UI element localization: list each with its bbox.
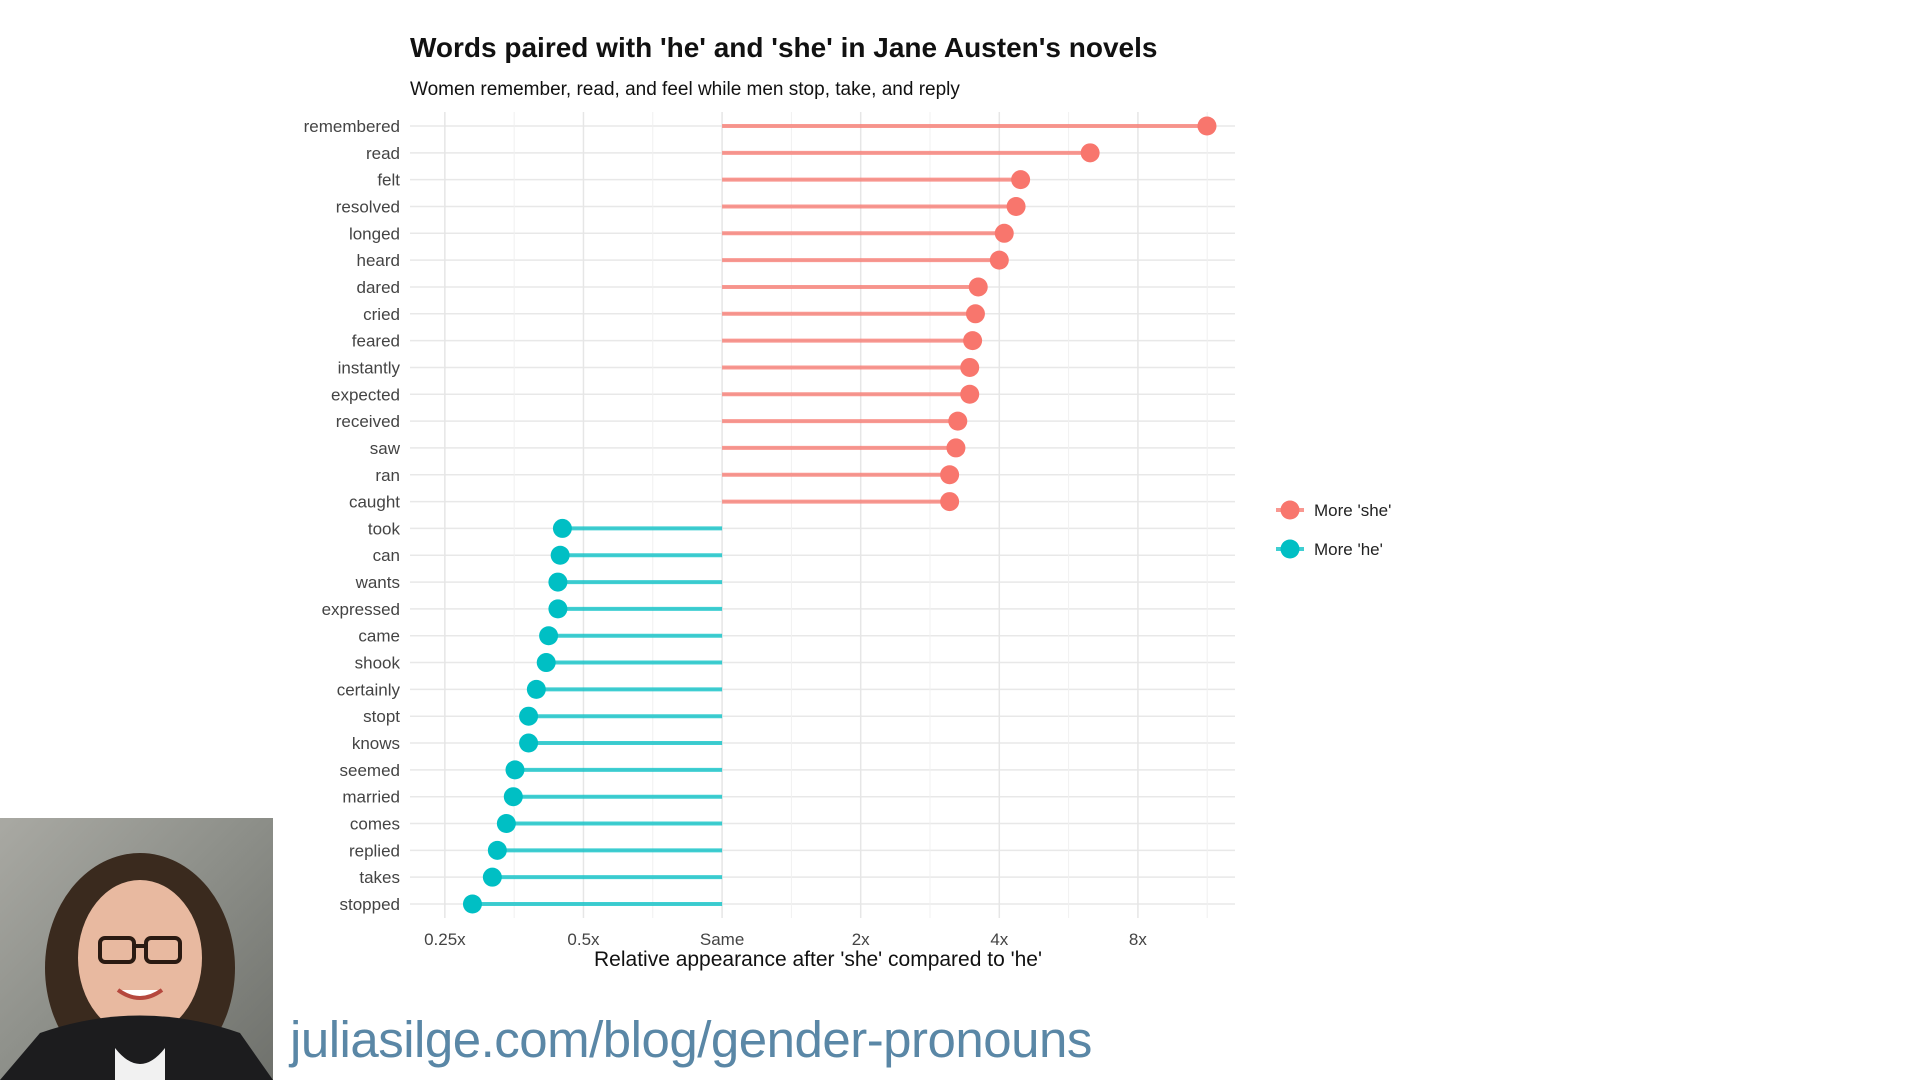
y-tick-label: instantly (338, 358, 401, 377)
y-tick-label: received (336, 412, 400, 431)
lollipop-point (968, 277, 988, 297)
lollipop-point (550, 545, 570, 565)
x-tick-label: 2x (852, 930, 870, 949)
lollipop-point (965, 304, 985, 324)
x-tick-label: 4x (990, 930, 1008, 949)
y-tick-label: dared (357, 278, 400, 297)
legend-key-point (1280, 500, 1300, 520)
lollipop-point (1080, 143, 1100, 163)
plot-area: 0.25x 0.5x Same 2x 4x 8x remembered read felt res… (304, 112, 1235, 949)
x-tick-label: 0.25x (424, 930, 466, 949)
y-tick-label: caught (349, 493, 400, 512)
lollipop-point (989, 250, 1009, 270)
y-tick-label: took (368, 519, 401, 538)
lollipop-point (526, 679, 546, 699)
blog-url[interactable]: juliasilge.com/blog/gender-pronouns (290, 1011, 1092, 1068)
y-tick-label: can (373, 546, 400, 565)
y-tick-label: stopt (363, 707, 400, 726)
y-tick-label: feared (352, 332, 400, 351)
y-tick-label: ran (375, 466, 400, 485)
legend-label: More 'he' (1314, 540, 1383, 559)
y-tick-label: wants (355, 573, 400, 592)
legend-key-point (1280, 539, 1300, 559)
lollipop-point (536, 653, 556, 673)
lollipop-point (482, 867, 502, 887)
lollipop-point (548, 599, 568, 619)
lollipop-point (994, 223, 1014, 243)
y-tick-label: replied (349, 841, 400, 860)
lollipop-point (960, 357, 980, 377)
lollipop-point (539, 626, 559, 646)
lollipop-point (940, 465, 960, 485)
y-tick-label: resolved (336, 197, 400, 216)
lollipop-point (948, 411, 968, 431)
y-tick-label: saw (370, 439, 401, 458)
speaker-photo (0, 818, 273, 1080)
lollipop-point (462, 894, 482, 914)
chart-title: Words paired with 'he' and 'she' in Jane… (410, 32, 1157, 63)
y-tick-label: certainly (337, 680, 401, 699)
x-tick-label: Same (700, 930, 744, 949)
y-tick-label: read (366, 144, 400, 163)
y-tick-label: seemed (340, 761, 400, 780)
y-tick-label: stopped (340, 895, 401, 914)
y-tick-label: expected (331, 385, 400, 404)
legend: More 'she' More 'he' (1276, 500, 1391, 559)
y-tick-label: came (358, 627, 400, 646)
y-tick-label: longed (349, 224, 400, 243)
lollipop-point (960, 384, 980, 404)
lollipop-point (487, 840, 507, 860)
lollipop-point (1197, 116, 1217, 136)
lollipop-point (940, 492, 960, 512)
y-tick-label: heard (357, 251, 400, 270)
legend-label: More 'she' (1314, 501, 1391, 520)
lollipop-point (946, 438, 966, 458)
lollipop-point (519, 733, 539, 753)
lollipop-point (552, 518, 572, 538)
y-tick-label: expressed (322, 600, 400, 619)
lollipop-point (548, 572, 568, 592)
lollipop-point (519, 706, 539, 726)
lollipop-point (503, 787, 523, 807)
chart-subtitle: Women remember, read, and feel while men… (410, 79, 960, 100)
lollipop-point (1006, 196, 1026, 216)
x-tick-label: 0.5x (567, 930, 600, 949)
lollipop-point (963, 331, 983, 351)
y-tick-label: takes (359, 868, 400, 887)
lollipop-point (1011, 170, 1031, 190)
lollipop-point (496, 814, 516, 834)
x-axis-label: Relative appearance after 'she' compared… (594, 948, 1042, 971)
y-tick-label: knows (352, 734, 400, 753)
y-tick-label: shook (355, 654, 401, 673)
x-tick-label: 8x (1129, 930, 1147, 949)
lollipop-point (505, 760, 525, 780)
y-tick-label: married (342, 788, 400, 807)
y-tick-label: cried (363, 305, 400, 324)
y-tick-label: comes (350, 815, 400, 834)
y-tick-label: felt (377, 171, 400, 190)
y-tick-label: remembered (304, 117, 400, 136)
